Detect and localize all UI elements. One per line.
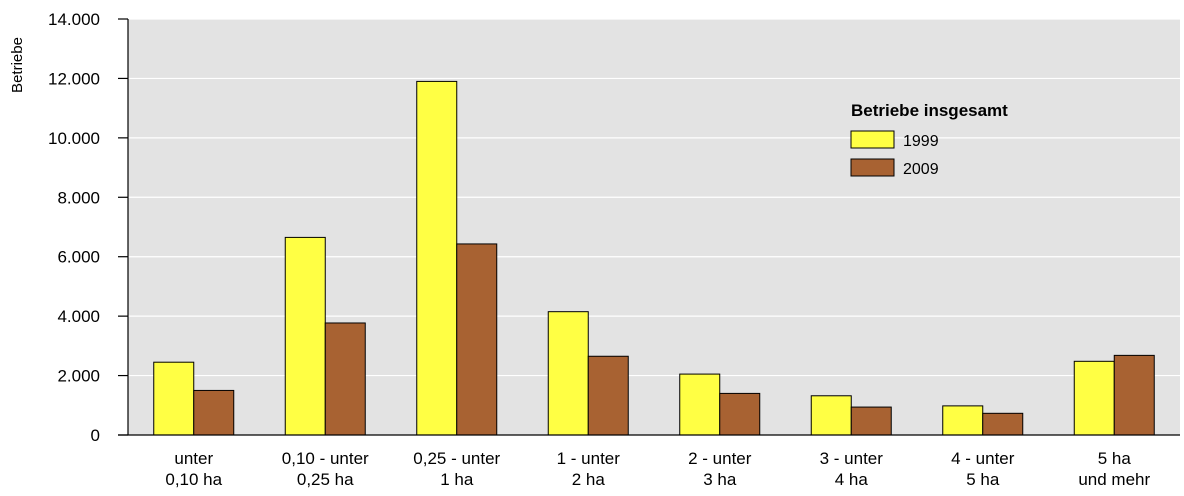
bar-2009-5 xyxy=(850,406,892,436)
x-tick-label: 1 - unter xyxy=(557,449,621,468)
y-tick-label: 0 xyxy=(91,426,100,445)
x-tick-label: 2 ha xyxy=(572,470,606,489)
y-ticks: 0 2.000 4.000 6.000 8.000 10.000 12.000 14.000 xyxy=(48,10,128,445)
legend-swatch-1999 xyxy=(850,130,895,149)
x-tick-label: 0,10 ha xyxy=(165,470,222,489)
y-tick-label: 4.000 xyxy=(57,307,100,326)
bar-2009-1 xyxy=(324,322,366,436)
legend-swatch-2009 xyxy=(850,158,895,177)
bar-2009-3 xyxy=(587,355,629,436)
bar-1999-1 xyxy=(284,236,326,436)
legend-label-1999: 1999 xyxy=(903,133,939,150)
x-tick-label: 0,10 - unter xyxy=(282,449,369,468)
bar-1999-4 xyxy=(679,373,721,436)
x-tick-label: 5 ha xyxy=(1098,449,1132,468)
bar-2009-6 xyxy=(982,412,1024,436)
x-tick-label: 0,25 - unter xyxy=(413,449,500,468)
bar-1999-5 xyxy=(810,395,852,436)
x-tick-label: 3 ha xyxy=(703,470,737,489)
y-tick-label: 10.000 xyxy=(48,129,100,148)
bar-2009-4 xyxy=(719,392,761,436)
legend: Betriebe insgesamt 1999 2009 xyxy=(850,101,1008,178)
y-tick-label: 6.000 xyxy=(57,248,100,267)
x-tick-label: 4 - unter xyxy=(951,449,1015,468)
x-tick-label: unter xyxy=(174,449,213,468)
bar-1999-6 xyxy=(942,405,984,436)
bar-2009-2 xyxy=(456,243,498,436)
x-tick-label: 5 ha xyxy=(966,470,1000,489)
x-tick-label: 0,25 ha xyxy=(297,470,354,489)
x-tick-label: 1 ha xyxy=(440,470,474,489)
legend-label-2009: 2009 xyxy=(903,161,939,178)
bar-1999-7 xyxy=(1073,360,1115,436)
x-tick-label: und mehr xyxy=(1078,470,1150,489)
x-tick-label: 3 - unter xyxy=(820,449,884,468)
y-axis-title: Betriebe xyxy=(9,37,26,93)
bar-1999-3 xyxy=(547,311,589,436)
bar-1999-2 xyxy=(416,80,458,436)
x-ticks: unter 0,10 ha 0,10 - unter 0,25 ha 0,25 - un… xyxy=(165,449,1150,489)
bar-2009-7 xyxy=(1113,354,1155,436)
x-tick-label: 4 ha xyxy=(835,470,869,489)
x-tick-label: 2 - unter xyxy=(688,449,752,468)
bar-1999-0 xyxy=(153,361,195,436)
y-tick-label: 12.000 xyxy=(48,69,100,88)
legend-title: Betriebe insgesamt xyxy=(851,101,1008,120)
y-tick-label: 8.000 xyxy=(57,188,100,207)
y-tick-label: 2.000 xyxy=(57,367,100,386)
y-tick-label: 14.000 xyxy=(48,10,100,29)
bar-2009-0 xyxy=(193,389,235,436)
